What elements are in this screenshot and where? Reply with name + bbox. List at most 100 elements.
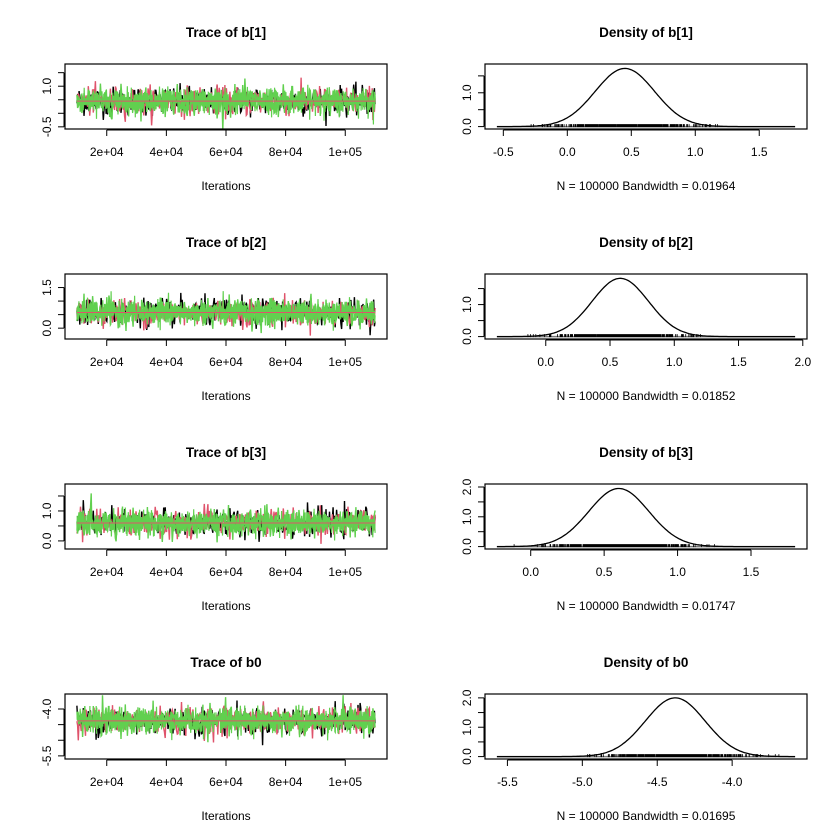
- x-axis-label: Iterations: [201, 809, 250, 823]
- plot-title: Trace of b[2]: [186, 235, 266, 250]
- trace-panel-6: Trace of b0 2e+04 4e+04 6e+04 8e+04 1e+05 -5.5…: [40, 655, 388, 823]
- plot-frame: [484, 483, 808, 550]
- plot-title: Density of b[3]: [599, 445, 693, 460]
- density-panel-5: Density of b[3] 0.0 0.5 1.0 1.5 0.0 1.0 2.0 N = …: [460, 445, 808, 613]
- x-axis-label: N = 100000 Bandwidth = 0.01852: [557, 389, 736, 403]
- chain-3-trace-dense: [76, 507, 376, 541]
- y-tick-label: 0.0: [40, 320, 54, 337]
- x-tick-label: 8e+04: [269, 775, 303, 789]
- plot-title: Trace of b[1]: [186, 25, 266, 40]
- x-axis-label: Iterations: [201, 599, 250, 613]
- x-tick-label: 4e+04: [150, 775, 184, 789]
- y-tick-label: 1.0: [460, 508, 474, 525]
- x-tick-label: 4e+04: [150, 565, 184, 579]
- x-tick-label: 1.0: [687, 145, 704, 159]
- y-tick-label: 1.0: [40, 78, 54, 95]
- plot-frame: [64, 693, 388, 760]
- x-tick-label: 0.0: [559, 145, 576, 159]
- plot-title: Density of b[1]: [599, 25, 693, 40]
- plot-frame: [64, 483, 388, 550]
- x-tick-label: 6e+04: [209, 565, 243, 579]
- y-tick-label: -5.5: [40, 745, 54, 766]
- y-tick-label: 1.0: [460, 296, 474, 313]
- x-tick-label: 1.0: [669, 565, 686, 579]
- x-tick-label: 1e+05: [328, 775, 362, 789]
- y-tick-label: 0.0: [460, 118, 474, 135]
- y-tick-label: 0.0: [460, 328, 474, 345]
- x-tick-label: -5.0: [572, 775, 593, 789]
- x-axis-label: Iterations: [201, 389, 250, 403]
- plot-title: Density of b[2]: [599, 235, 693, 250]
- plot-frame: [484, 273, 808, 340]
- x-tick-label: 0.5: [602, 355, 619, 369]
- x-tick-label: 0.0: [522, 565, 539, 579]
- x-tick-label: -0.5: [493, 145, 514, 159]
- plot-frame: [484, 63, 808, 130]
- plot-title: Density of b0: [604, 655, 689, 670]
- rug-marks: [527, 334, 701, 338]
- x-tick-label: -4.5: [647, 775, 668, 789]
- rug-marks: [587, 754, 780, 758]
- x-tick-label: 1.5: [743, 565, 760, 579]
- x-axis-label: Iterations: [201, 179, 250, 193]
- x-tick-label: 2.0: [794, 355, 811, 369]
- plot-title: Trace of b[3]: [186, 445, 266, 460]
- density-curve: [496, 487, 796, 548]
- x-tick-label: 0.5: [596, 565, 613, 579]
- x-axis-label: N = 100000 Bandwidth = 0.01695: [557, 809, 736, 823]
- density-curve: [496, 67, 796, 128]
- y-tick-label: 2.0: [460, 689, 474, 706]
- y-tick-label: 0.0: [460, 538, 474, 555]
- x-tick-label: 1.5: [730, 355, 747, 369]
- x-tick-label: 0.5: [623, 145, 640, 159]
- y-tick-label: 1.0: [40, 502, 54, 519]
- y-tick-label: 2.0: [460, 478, 474, 495]
- x-tick-label: 8e+04: [269, 355, 303, 369]
- density-panel-3: Density of b[2] 0.0 0.5 1.0 1.5 2.0 0.0 1.0 N = …: [460, 235, 811, 403]
- x-tick-label: 8e+04: [269, 145, 303, 159]
- x-tick-label: 4e+04: [150, 145, 184, 159]
- y-tick-label: 1.5: [40, 279, 54, 296]
- plot-frame: [64, 273, 388, 340]
- plot-title: Trace of b0: [190, 655, 261, 670]
- y-tick-label: 1.0: [460, 84, 474, 101]
- y-tick-label: 0.0: [460, 748, 474, 765]
- x-tick-label: 8e+04: [269, 565, 303, 579]
- x-tick-label: 1.5: [751, 145, 768, 159]
- y-tick-label: -4.0: [40, 698, 54, 719]
- x-tick-label: -4.0: [722, 775, 743, 789]
- x-tick-label: 0.0: [537, 355, 554, 369]
- x-tick-label: -5.5: [497, 775, 518, 789]
- x-tick-label: 4e+04: [150, 355, 184, 369]
- y-tick-label: 1.0: [460, 719, 474, 736]
- density-panel-1: Density of b[1] -0.5 0.0 0.5 1.0 1.5 0.0 1.0 N =…: [460, 25, 808, 193]
- x-tick-label: 6e+04: [209, 145, 243, 159]
- trace-panel-4: Trace of b[3] 2e+04 4e+04 6e+04 8e+04 1e+05 0.…: [40, 445, 388, 613]
- x-tick-label: 1e+05: [328, 565, 362, 579]
- x-axis-label: N = 100000 Bandwidth = 0.01964: [557, 179, 736, 193]
- density-curve: [496, 277, 796, 338]
- chain-3-trace-dense: [76, 704, 376, 741]
- x-tick-label: 1.0: [666, 355, 683, 369]
- x-tick-label: 2e+04: [90, 355, 124, 369]
- x-tick-label: 6e+04: [209, 355, 243, 369]
- density-panel-7: Density of b0 -5.5 -5.0 -4.5 -4.0 0.0 1.0 2.0 N …: [460, 655, 808, 823]
- y-tick-label: 0.0: [40, 532, 54, 549]
- rug-marks: [513, 544, 715, 548]
- plot-frame: [484, 693, 808, 760]
- trace-panel-0: Trace of b[1] 2e+04 4e+04 6e+04 8e+04 1e+05 -0…: [40, 25, 388, 193]
- plot-frame: [64, 63, 388, 130]
- x-tick-label: 2e+04: [90, 145, 124, 159]
- rug-marks: [530, 124, 718, 128]
- trace-panel-2: Trace of b[2] 2e+04 4e+04 6e+04 8e+04 1e+05 0.…: [40, 235, 388, 403]
- chain-3-trace-dense: [76, 84, 376, 125]
- x-tick-label: 2e+04: [90, 775, 124, 789]
- y-tick-label: -0.5: [40, 116, 54, 137]
- x-axis-label: N = 100000 Bandwidth = 0.01747: [557, 599, 736, 613]
- x-tick-label: 6e+04: [209, 775, 243, 789]
- x-tick-label: 1e+05: [328, 145, 362, 159]
- density-curve: [496, 697, 796, 758]
- x-tick-label: 1e+05: [328, 355, 362, 369]
- x-tick-label: 2e+04: [90, 565, 124, 579]
